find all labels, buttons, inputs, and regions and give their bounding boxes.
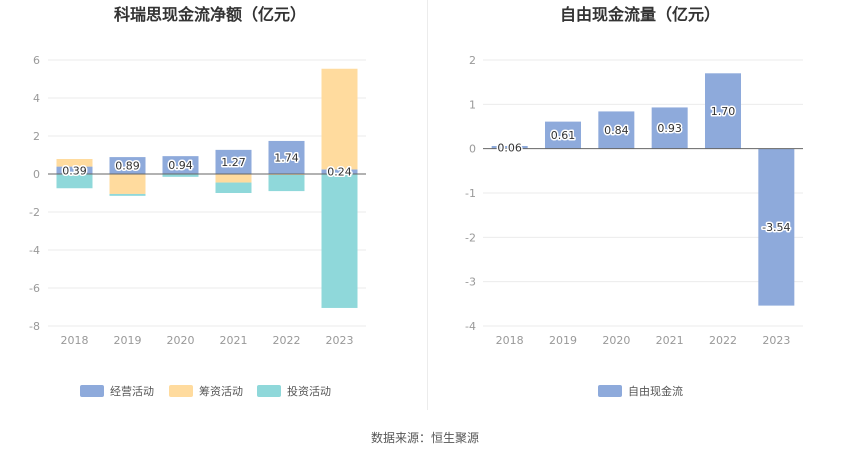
- bar-1-s1-2019: [109, 157, 146, 174]
- y-tick-label: -2: [465, 231, 476, 244]
- chart-title: 自由现金流量（亿元）: [560, 5, 720, 24]
- y-tick-label: -4: [465, 320, 476, 333]
- y-tick-label: 0: [33, 168, 40, 181]
- bar-1-s3-2022: [268, 174, 305, 192]
- x-tick-label: 2020: [167, 334, 195, 347]
- bar-1-s2-2019: [109, 174, 146, 194]
- y-tick-label: -3: [465, 276, 476, 289]
- source-note: 数据来源：恒生聚源: [370, 431, 479, 445]
- x-tick-label: 2019: [114, 334, 142, 347]
- bar-2-s1-2022: [705, 73, 741, 149]
- data-label: 0.39: [62, 164, 87, 177]
- bar-2-s1-2019: [545, 121, 581, 149]
- bar-1-s3-2018: [56, 174, 93, 189]
- data-label: 1.70: [711, 105, 736, 118]
- bar-1-s1-2021: [215, 149, 252, 174]
- data-label: 0.61: [551, 129, 576, 142]
- chart-panel-2: 自由现金流量（亿元） 2 1 0 -1 -2 -3 -4 2018 2019 2020 2021 202…: [465, 5, 803, 398]
- chart-title: 科瑞思现金流净额（亿元）: [114, 5, 306, 24]
- legend-label: 经营活动: [110, 384, 154, 398]
- bar-2-s1-2021: [651, 107, 688, 149]
- x-tick-label: 2018: [61, 334, 89, 347]
- x-tick-label: 2021: [656, 334, 684, 347]
- legend-swatch: [257, 385, 281, 397]
- bar-1-s1-2018: [56, 166, 93, 174]
- data-label: 0.93: [657, 122, 682, 135]
- bar-1-s3-2019: [109, 193, 146, 196]
- y-tick-label: -4: [29, 244, 40, 257]
- data-label: 0.89: [115, 160, 140, 173]
- y-tick-label: 1: [469, 98, 476, 111]
- bar-2-s1-2018: [491, 146, 528, 149]
- y-tick-label: 2: [33, 130, 40, 143]
- data-label: 0.94: [168, 159, 193, 172]
- x-tick-label: 2018: [496, 334, 524, 347]
- data-label: -3.54: [762, 221, 790, 234]
- legend-swatch: [169, 385, 193, 397]
- bar-1-s2-2018: [56, 158, 93, 167]
- y-tick-label: -2: [29, 206, 40, 219]
- data-label: 1.74: [274, 151, 299, 164]
- x-tick-label: 2023: [326, 334, 354, 347]
- y-tick-label: -8: [29, 320, 40, 333]
- bar-2-s1-2023: [758, 148, 795, 306]
- y-tick-label: -6: [29, 282, 40, 295]
- bar-1-s3-2021: [215, 182, 252, 193]
- legend-swatch: [80, 385, 104, 397]
- bar-1-s1-2022: [268, 140, 305, 174]
- x-tick-label: 2022: [273, 334, 301, 347]
- x-tick-label: 2019: [549, 334, 577, 347]
- bar-1-s3-2020: [162, 174, 199, 177]
- chart-canvas: 科瑞思现金流净额（亿元） 6 4 2 0 -2 -4 -6 -8 2018 2019 2020 2021…: [29, 5, 803, 398]
- data-label: 0.84: [604, 124, 629, 137]
- y-tick-label: 0: [469, 143, 476, 156]
- y-tick-label: 4: [33, 92, 40, 105]
- bar-1-s2-2021: [215, 174, 252, 183]
- bar-1-s2-2023: [321, 68, 358, 170]
- bar-1-s1-2020: [162, 156, 199, 174]
- data-label: 0.06: [497, 141, 522, 154]
- x-tick-label: 2021: [220, 334, 248, 347]
- bar-1-s3-2023: [321, 174, 358, 308]
- chart-panel-1: 科瑞思现金流净额（亿元） 6 4 2 0 -2 -4 -6 -8 2018 2019 2020 2021…: [29, 5, 366, 398]
- bar-1-s1-2023: [321, 169, 358, 174]
- y-tick-label: -1: [465, 187, 476, 200]
- x-tick-label: 2022: [709, 334, 737, 347]
- legend-swatch: [598, 385, 622, 397]
- bar-2-s1-2020: [598, 111, 635, 149]
- y-tick-label: 6: [33, 54, 40, 67]
- legend-label: 筹资活动: [199, 384, 243, 398]
- legend-label: 自由现金流: [628, 384, 683, 398]
- data-label: 1.27: [221, 156, 246, 169]
- legend-label: 投资活动: [287, 384, 331, 398]
- panel-divider: [427, 0, 428, 410]
- data-label: 0.24: [327, 166, 352, 179]
- y-tick-label: 2: [469, 54, 476, 67]
- x-tick-label: 2020: [602, 334, 630, 347]
- x-tick-label: 2023: [762, 334, 790, 347]
